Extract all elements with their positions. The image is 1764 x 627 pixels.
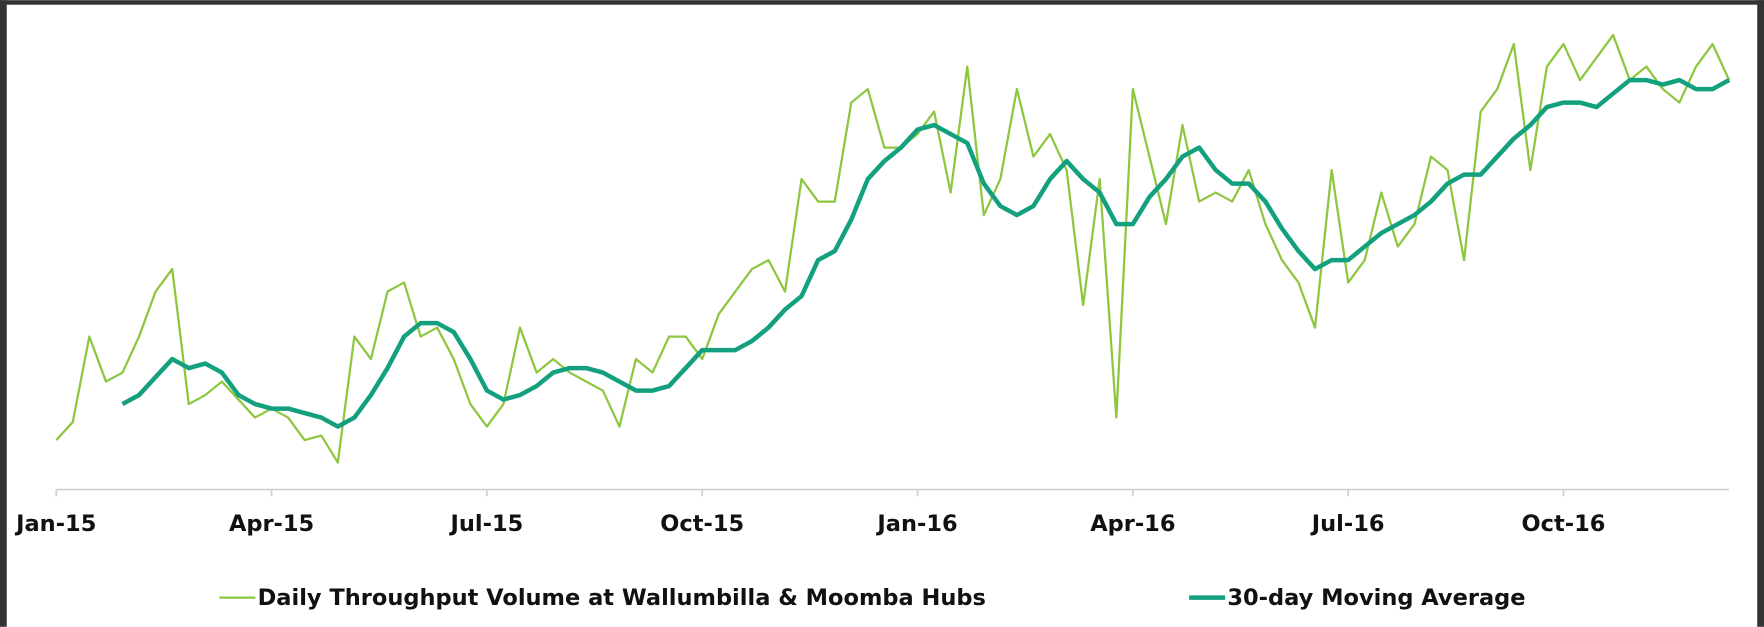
legend-label: Daily Throughput Volume at Wallumbilla &… (258, 585, 986, 611)
x-tick-label: Jan-15 (14, 511, 96, 537)
x-tick-label: Oct-15 (660, 511, 744, 537)
x-tick-label: Jul-16 (1310, 511, 1385, 537)
x-tick-label: Apr-15 (229, 511, 314, 537)
x-tick-label: Oct-16 (1522, 511, 1606, 537)
frame-top (0, 0, 1764, 5)
legend-label: 30-day Moving Average (1227, 585, 1525, 611)
x-tick-label: Apr-16 (1090, 511, 1175, 537)
frame-left (0, 0, 7, 627)
series-line (55, 33, 1731, 464)
frame-right (1757, 0, 1764, 627)
series-line (121, 77, 1731, 429)
x-tick-label: Jan-16 (875, 511, 957, 537)
x-tick-label: Jul-15 (449, 511, 524, 537)
